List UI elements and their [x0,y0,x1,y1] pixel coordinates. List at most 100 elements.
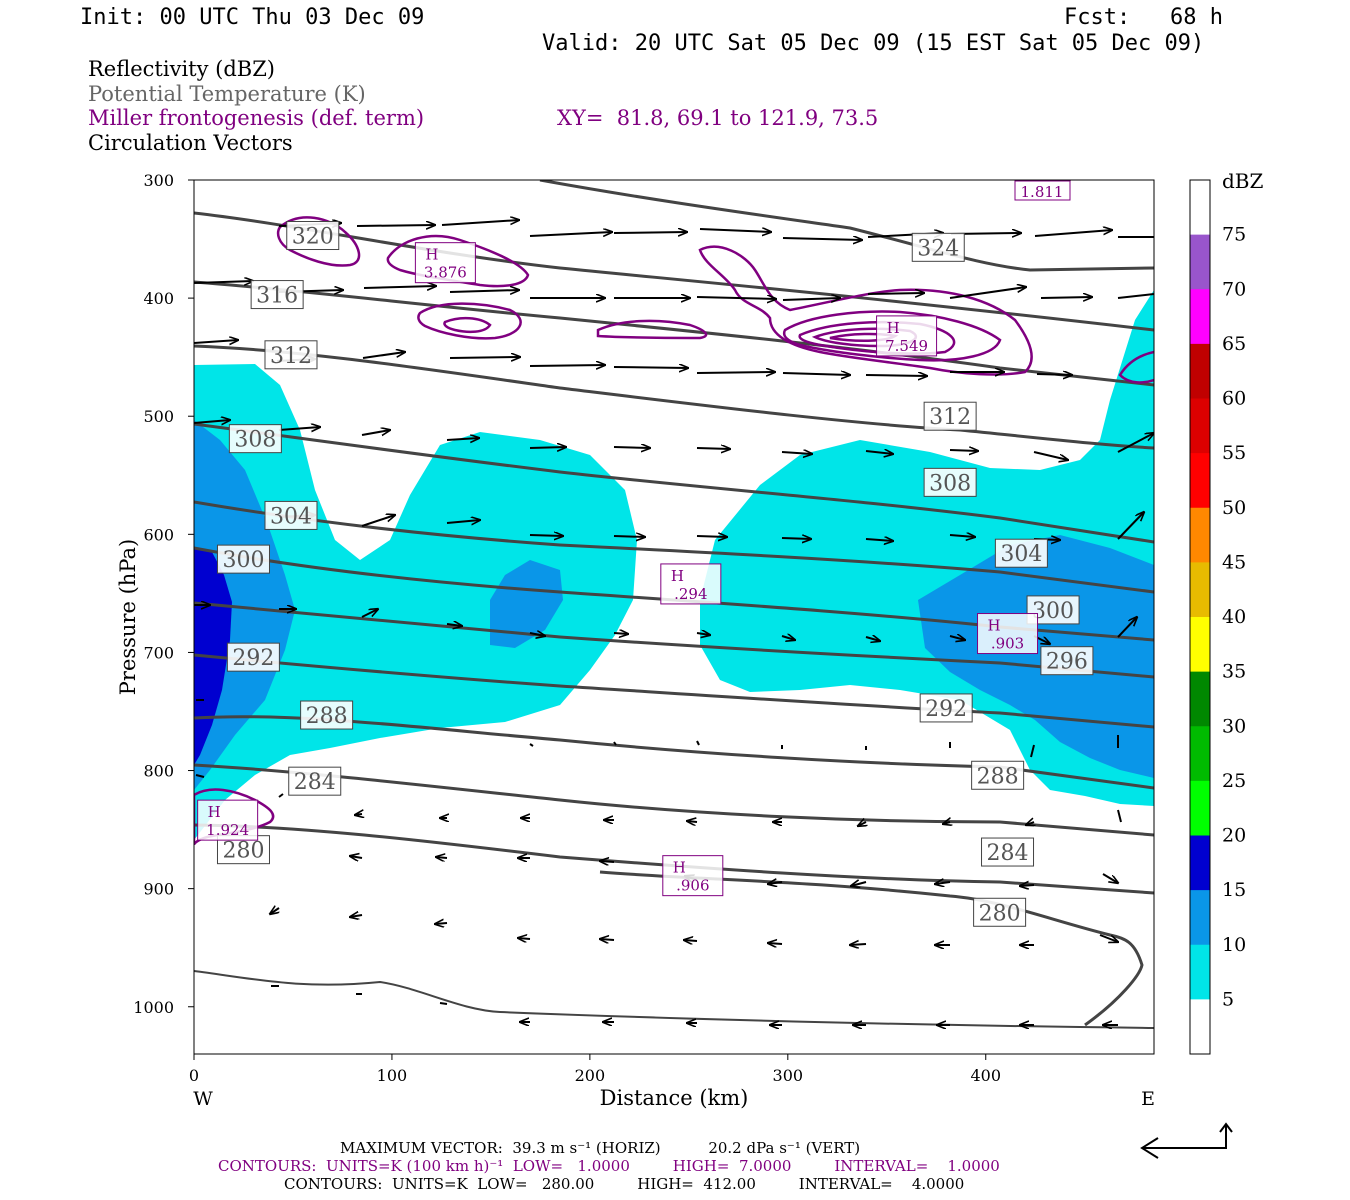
svg-text:324: 324 [917,236,959,261]
legend-reflectivity: Reflectivity (dBZ) [88,57,276,81]
theta-label-312: 312 [923,401,977,431]
svg-text:312: 312 [929,405,971,430]
fronto-max-marker: H [988,617,1001,635]
svg-text:316: 316 [256,284,298,309]
colorbar-segment [1190,890,1210,946]
svg-text:300: 300 [222,548,264,573]
fronto-max-marker: H [208,803,221,821]
colorbar-label: 55 [1222,442,1246,464]
colorbar-segment [1190,180,1210,236]
fronto-max-label: H.903 [977,613,1039,655]
theta-label-292: 292 [919,693,973,723]
theta-label-288: 288 [971,760,1025,790]
svg-text:1.811: 1.811 [1021,183,1064,201]
x-tick-label: 0 [189,1066,199,1085]
fronto-top-label: 1.811 [1014,180,1071,201]
svg-text:280: 280 [222,839,264,864]
legend-potential-temperature: Potential Temperature (K) [88,82,366,106]
colorbar-label: 70 [1222,278,1246,300]
theta-label-296: 296 [1040,646,1094,676]
y-tick-label: 900 [143,880,174,899]
colorbar-label: 25 [1222,770,1246,792]
colorbar-segment [1190,398,1210,454]
fronto-max-label: H.906 [662,855,724,897]
fronto-max-label: H7.549 [876,315,938,357]
x-tick-label: 300 [773,1066,804,1085]
y-axis-label: Pressure (hPa) [116,539,140,695]
colorbar-segment [1190,780,1210,836]
fronto-max-label: H.294 [660,563,722,605]
theta-label-304: 304 [994,538,1048,568]
colorbar-label: 50 [1222,497,1246,519]
colorbar-segment [1190,562,1210,618]
legend-frontogenesis: Miller frontogenesis (def. term) [88,106,425,130]
theta-label-304: 304 [264,500,318,530]
svg-text:292: 292 [232,646,274,671]
svg-text:308: 308 [929,471,971,496]
svg-text:288: 288 [977,764,1019,789]
svg-text:300: 300 [1032,599,1074,624]
theta-contour-info: CONTOURS: UNITS=K LOW= 280.00 HIGH= 412.… [284,1175,965,1193]
svg-text:308: 308 [234,428,276,453]
theta-label-308: 308 [923,467,977,497]
theta-label-284: 284 [288,766,342,796]
svg-text:292: 292 [925,697,967,722]
theta-label-308: 308 [228,424,282,454]
y-tick-label: 500 [143,407,174,426]
fronto-max-value: 7.549 [885,337,928,355]
max-vector-info: MAXIMUM VECTOR: 39.3 m s⁻¹ (HORIZ) 20.2 … [340,1139,861,1157]
colorbar-label: 30 [1222,715,1246,737]
valid-time: Valid: 20 UTC Sat 05 Dec 09 (15 EST Sat … [542,31,1205,56]
svg-text:320: 320 [292,225,334,250]
svg-text:284: 284 [987,841,1029,866]
fronto-max-value: .294 [674,585,707,603]
theta-label-284: 284 [981,837,1035,867]
colorbar-label: 5 [1222,988,1234,1010]
fronto-max-marker: H [671,567,684,585]
colorbar-segment [1190,999,1210,1055]
colorbar-segment [1190,944,1210,1000]
x-axis-west: W [193,1088,213,1110]
x-axis-label: Distance (km) [600,1086,749,1110]
fronto-contour-info: CONTOURS: UNITS=K (100 km h)⁻¹ LOW= 1.00… [218,1157,1000,1175]
svg-text:304: 304 [1000,542,1042,567]
colorbar-segment [1190,453,1210,509]
theta-label-324: 324 [911,232,965,262]
theta-label-280: 280 [973,897,1027,927]
colorbar-segment [1190,671,1210,727]
y-tick-label: 400 [143,289,174,308]
y-axis: 300 400 500 600 700 800 900 1000 [133,171,194,1017]
y-tick-label: 700 [143,643,174,662]
vector-key-icon [1140,1122,1233,1159]
y-tick-label: 600 [143,525,174,544]
init-time: Init: 00 UTC Thu 03 Dec 09 [80,5,425,30]
svg-text:312: 312 [270,344,312,369]
colorbar-segment [1190,507,1210,563]
theta-label-300: 300 [1026,595,1080,625]
y-tick-label: 300 [143,171,174,190]
colorbar-label: 10 [1222,934,1246,956]
svg-text:284: 284 [294,770,336,795]
fronto-max-value: .906 [676,877,709,895]
theta-label-300: 300 [216,544,270,574]
svg-text:280: 280 [979,901,1021,926]
y-tick-label: 800 [143,762,174,781]
colorbar-label: 65 [1222,333,1246,355]
theta-label-288: 288 [300,700,354,730]
colorbar-segment [1190,343,1210,399]
colorbar-label: 15 [1222,879,1246,901]
x-axis: 0 100 200 300 400 [189,1054,1001,1085]
circulation-vectors [194,220,1154,1025]
svg-text:296: 296 [1046,650,1088,675]
colorbar-label: 40 [1222,606,1246,628]
svg-text:304: 304 [270,504,312,529]
plot-frame [193,179,1155,1055]
x-tick-label: 400 [970,1066,1001,1085]
fronto-max-label: H3.876 [414,242,476,284]
theta-label-316: 316 [250,280,304,310]
colorbar-label: 35 [1222,661,1246,683]
x-tick-label: 200 [575,1066,606,1085]
x-tick-label: 100 [377,1066,408,1085]
